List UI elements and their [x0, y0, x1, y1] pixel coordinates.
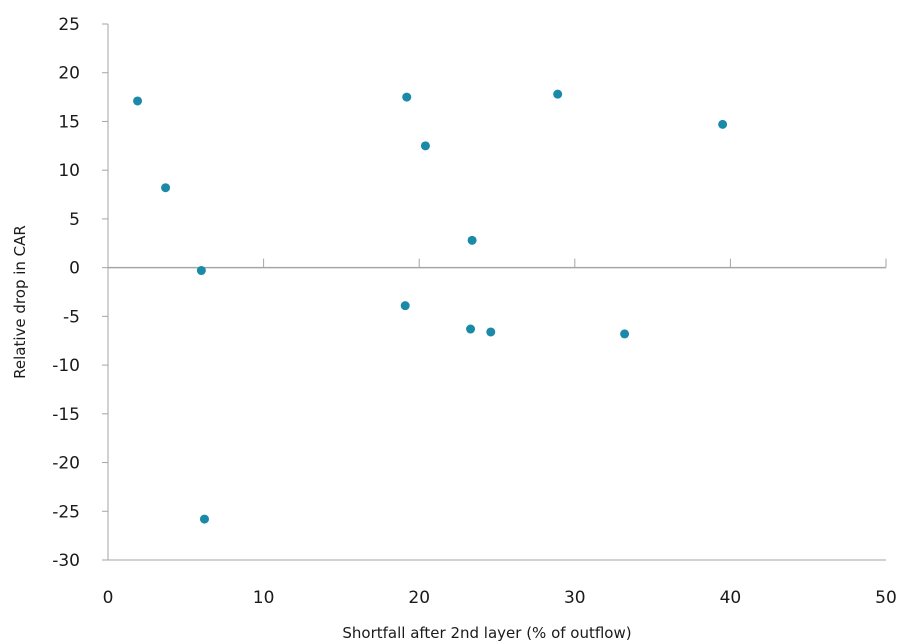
data-point [620, 329, 630, 339]
data-point [133, 96, 143, 106]
data-points [133, 89, 728, 524]
data-point [402, 92, 412, 102]
data-point [467, 235, 477, 245]
y-tick-label: 10 [58, 161, 80, 181]
x-axis-ticks: 0 10 20 30 40 50 [103, 258, 897, 608]
y-tick-label: -25 [52, 502, 80, 522]
y-tick-label: 5 [69, 210, 80, 230]
y-tick-label: -30 [52, 551, 80, 571]
y-tick-label: -10 [52, 356, 80, 376]
y-tick-label: 20 [58, 64, 80, 84]
y-tick-label: -15 [52, 405, 80, 425]
x-tick-label: 30 [564, 588, 586, 608]
data-point [420, 141, 430, 151]
x-tick-label: 10 [253, 588, 275, 608]
data-point [161, 183, 171, 193]
axes [107, 24, 886, 561]
data-point [400, 301, 410, 311]
y-tick-label: -5 [63, 307, 80, 327]
x-tick-label: 20 [408, 588, 430, 608]
data-point [199, 514, 209, 524]
y-tick-label: 25 [58, 15, 80, 35]
x-axis-title: Shortfall after 2nd layer (% of outflow) [342, 624, 631, 642]
y-axis-ticks: 25 20 15 10 5 0 -5 -10 -15 -20 -25 -30 [52, 15, 108, 571]
y-tick-label: -20 [52, 454, 80, 474]
data-point [486, 327, 496, 337]
data-point [718, 119, 728, 129]
y-tick-label: 15 [58, 112, 80, 132]
data-point [553, 89, 563, 99]
x-tick-label: 50 [875, 588, 897, 608]
x-tick-label: 0 [103, 588, 114, 608]
data-point [196, 266, 206, 276]
data-point [466, 324, 476, 334]
y-tick-label: 0 [69, 259, 80, 279]
y-axis-title: Relative drop in CAR [11, 225, 29, 379]
x-tick-label: 40 [720, 588, 742, 608]
